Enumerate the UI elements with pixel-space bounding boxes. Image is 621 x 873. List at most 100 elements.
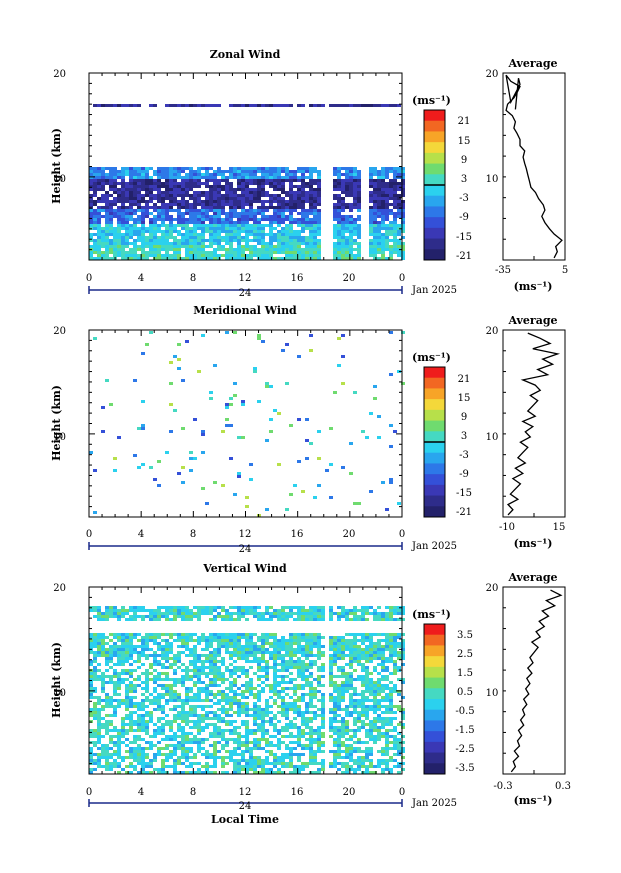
heatmap-cell (161, 696, 165, 699)
heatmap-cell (213, 104, 217, 107)
heatmap-cell (233, 738, 237, 741)
heatmap-cell (189, 690, 193, 693)
heatmap-cell (117, 639, 121, 642)
heatmap-cell (269, 215, 273, 218)
heatmap-cell (161, 759, 165, 762)
heatmap-cell (333, 188, 337, 191)
heatmap-cell (181, 702, 185, 705)
heatmap-cell (109, 245, 113, 248)
heatmap-cell (261, 179, 265, 182)
heatmap-cell (253, 209, 257, 212)
heatmap-cell (189, 251, 193, 254)
heatmap-cell (341, 239, 345, 242)
heatmap-cell (265, 170, 269, 173)
heatmap-cell (309, 242, 313, 245)
heatmap-cell (89, 254, 93, 257)
colorbar-segment (424, 452, 445, 464)
heatmap-cell (137, 744, 141, 747)
heatmap-cell (281, 227, 285, 230)
heatmap-cell (133, 254, 137, 257)
heatmap-cell (293, 693, 297, 696)
heatmap-cell (289, 248, 293, 251)
heatmap-cell (361, 430, 365, 433)
heatmap-cell (365, 654, 369, 657)
heatmap-cell (309, 227, 313, 230)
heatmap-cell (149, 762, 153, 765)
heatmap-cell (97, 170, 101, 173)
heatmap-cell (89, 212, 93, 215)
heatmap-cell (229, 254, 233, 257)
heatmap-cell (373, 254, 377, 257)
heatmap-cell (89, 633, 93, 636)
heatmap-cell (221, 194, 225, 197)
heatmap-cell (313, 182, 317, 185)
heatmap-cell (305, 224, 309, 227)
heatmap-cell (93, 708, 97, 711)
heatmap-cell (237, 771, 241, 774)
heatmap-cell (113, 251, 117, 254)
heatmap-cell (157, 732, 161, 735)
meridional-ylabel: Height (km) (50, 385, 63, 461)
heatmap-cell (97, 738, 101, 741)
heatmap-cell (357, 702, 361, 705)
heatmap-cell (253, 615, 257, 618)
heatmap-cell (293, 711, 297, 714)
heatmap-cell (349, 472, 353, 475)
heatmap-cell (121, 609, 125, 612)
heatmap-cell (261, 690, 265, 693)
heatmap-cell (209, 194, 213, 197)
heatmap-cell (173, 681, 177, 684)
heatmap-cell (113, 233, 117, 236)
heatmap-cell (393, 167, 397, 170)
heatmap-cell (373, 221, 377, 224)
heatmap-cell (121, 657, 125, 660)
heatmap-cell (105, 732, 109, 735)
heatmap-cell (181, 179, 185, 182)
heatmap-cell (97, 251, 101, 254)
heatmap-cell (253, 648, 257, 651)
heatmap-cell (309, 167, 313, 170)
heatmap-cell (177, 472, 181, 475)
heatmap-cell (233, 642, 237, 645)
heatmap-cell (237, 648, 241, 651)
colorbar-segment (424, 463, 445, 475)
heatmap-cell (389, 167, 393, 170)
heatmap-cell (161, 705, 165, 708)
heatmap-cell (305, 765, 309, 768)
heatmap-cell (93, 179, 97, 182)
heatmap-cell (141, 609, 145, 612)
heatmap-cell (133, 176, 137, 179)
heatmap-cell (93, 741, 97, 744)
heatmap-cell (257, 170, 261, 173)
heatmap-cell (293, 663, 297, 666)
heatmap-cell (193, 681, 197, 684)
heatmap-cell (285, 693, 289, 696)
heatmap-cell (341, 672, 345, 675)
heatmap-cell (269, 696, 273, 699)
heatmap-cell (317, 230, 321, 233)
heatmap-cell (273, 188, 277, 191)
heatmap-cell (253, 759, 257, 762)
heatmap-cell (129, 179, 133, 182)
heatmap-cell (329, 660, 333, 663)
heatmap-cell (245, 245, 249, 248)
heatmap-cell (365, 732, 369, 735)
heatmap-cell (277, 657, 281, 660)
heatmap-cell (169, 257, 173, 260)
heatmap-cell (261, 245, 265, 248)
heatmap-cell (169, 200, 173, 203)
heatmap-cell (193, 251, 197, 254)
heatmap-cell (185, 732, 189, 735)
heatmap-cell (165, 609, 169, 612)
heatmap-cell (161, 239, 165, 242)
heatmap-cell (129, 188, 133, 191)
heatmap-cell (221, 218, 225, 221)
heatmap-cell (125, 633, 129, 636)
heatmap-cell (281, 675, 285, 678)
heatmap-cell (233, 639, 237, 642)
heatmap-cell (353, 248, 357, 251)
heatmap-cell (177, 233, 181, 236)
heatmap-cell (201, 708, 205, 711)
heatmap-cell (209, 257, 213, 260)
cb-tick: -3 (459, 193, 469, 204)
